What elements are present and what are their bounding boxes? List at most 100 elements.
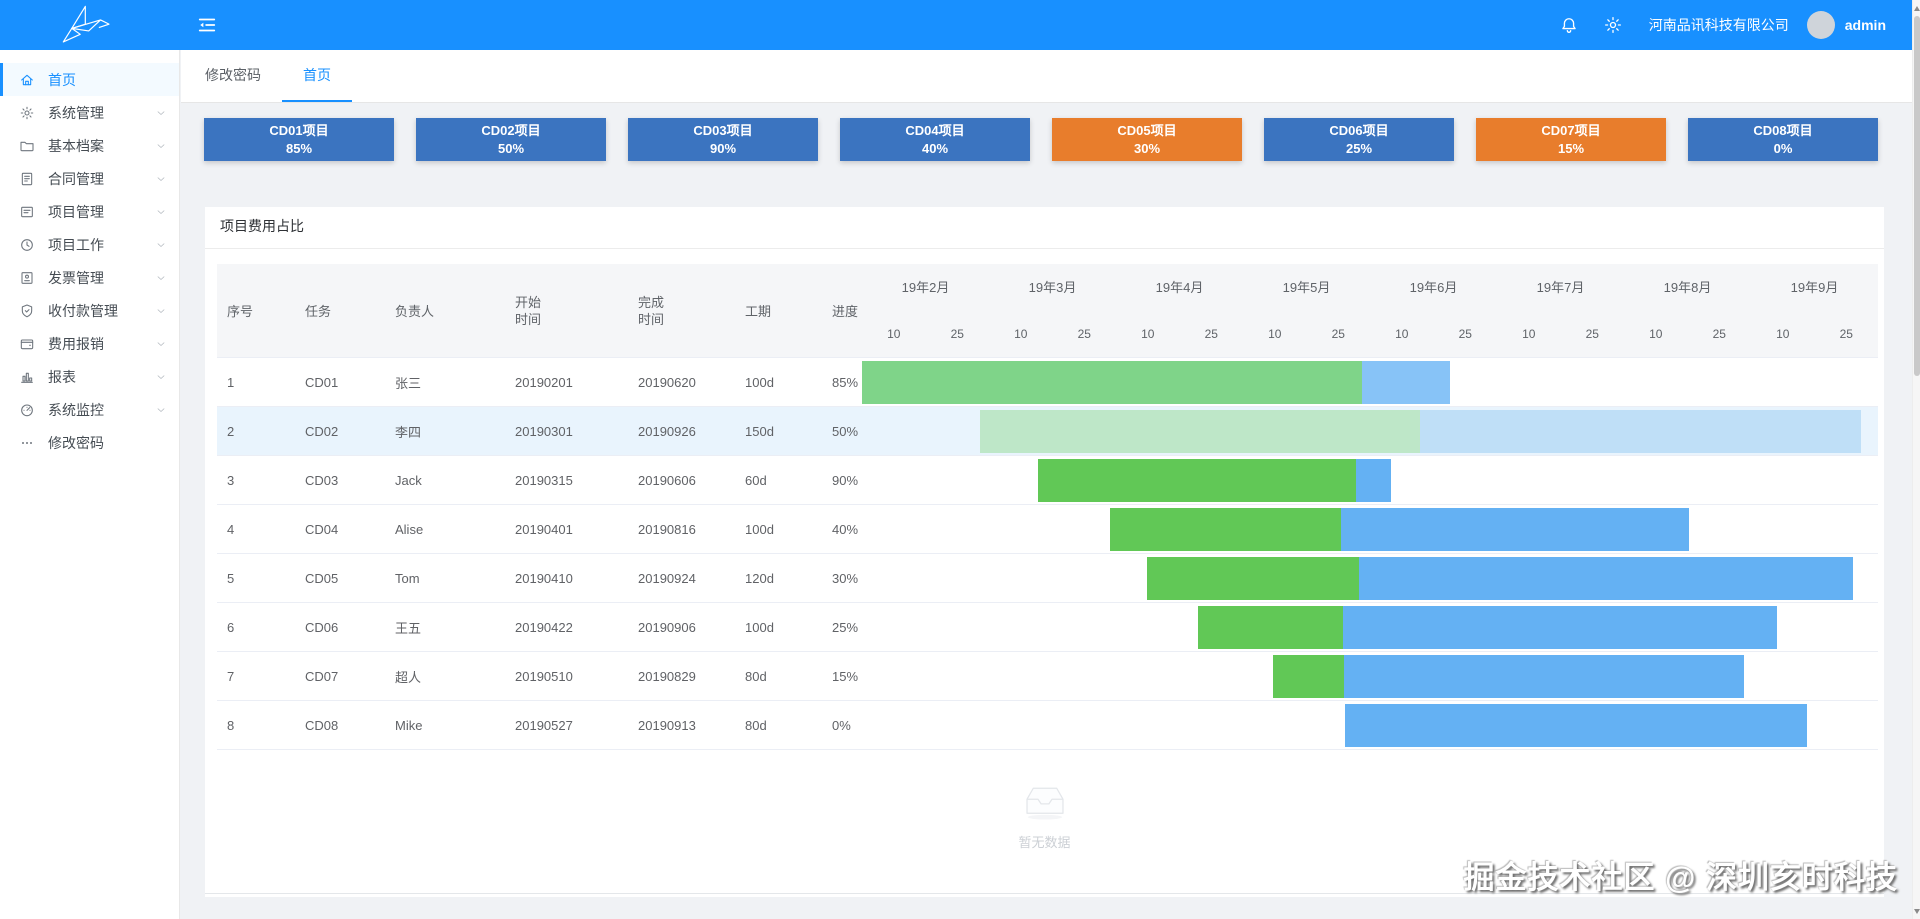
cell-start: 20190510 [515, 669, 573, 684]
gantt-bar [862, 361, 1450, 404]
card-title: CD05项目 [1117, 122, 1177, 138]
column-header-4: 开始 时间 [515, 295, 542, 327]
sidebar-item-system-monitor[interactable]: 系统监控 [0, 393, 179, 426]
scroll-down-arrow[interactable] [1913, 903, 1920, 919]
cell-progress: 40% [832, 522, 859, 537]
cell-duration: 80d [745, 669, 767, 684]
sidebar-item-home[interactable]: 首页 [0, 63, 179, 96]
vertical-scrollbar[interactable] [1912, 0, 1920, 919]
cell-duration: 100d [745, 620, 774, 635]
project-icon [19, 204, 35, 220]
home-icon [19, 72, 35, 88]
scroll-thumb[interactable] [1914, 16, 1920, 376]
company-name: 河南品讯科技有限公司 [1648, 17, 1789, 33]
table-row[interactable]: 3 CD03 Jack 20190315 20190606 60d 90% [217, 456, 1878, 505]
gear-icon[interactable] [1603, 15, 1623, 35]
sidebar-item-system-mgmt[interactable]: 系统管理 [0, 96, 179, 129]
sidebar-item-project-mgmt[interactable]: 项目管理 [0, 195, 179, 228]
project-card-cd04[interactable]: CD04项目 40% [840, 118, 1030, 161]
chart-icon [19, 369, 35, 385]
monitor-icon [19, 402, 35, 418]
sidebar-item-label: 系统监控 [48, 401, 104, 418]
sidebar-item-label: 发票管理 [48, 269, 104, 286]
panel-divider [205, 248, 1884, 249]
timeline-tick: 10 [1522, 327, 1536, 341]
cell-no: 2 [227, 424, 235, 439]
chevron-down-icon [155, 337, 167, 349]
sidebar-collapse-icon[interactable] [196, 14, 218, 36]
project-card-cd02[interactable]: CD02项目 50% [416, 118, 606, 161]
sidebar-item-change-password[interactable]: 修改密码 [0, 426, 179, 459]
sidebar-item-expense[interactable]: 费用报销 [0, 327, 179, 360]
username[interactable]: admin [1844, 17, 1886, 33]
sidebar-item-label: 项目工作 [48, 236, 104, 253]
gantt-bar [1109, 508, 1690, 551]
table-row[interactable]: 5 CD05 Tom 20190410 20190924 120d 30% [217, 554, 1878, 603]
cell-finish: 20190924 [638, 571, 696, 586]
project-card-cd08[interactable]: CD08项目 0% [1688, 118, 1878, 161]
timeline-tick: 25 [1712, 327, 1726, 341]
cell-no: 8 [227, 718, 235, 733]
project-card-cd03[interactable]: CD03项目 90% [628, 118, 818, 161]
sidebar-item-base-archives[interactable]: 基本档案 [0, 129, 179, 162]
timeline-tick: 25 [1331, 327, 1345, 341]
table-row[interactable]: 8 CD08 Mike 20190527 20190913 80d 0% [217, 701, 1878, 750]
cell-finish: 20190906 [638, 620, 696, 635]
sidebar-item-project-work[interactable]: 项目工作 [0, 228, 179, 261]
cell-owner: 超人 [395, 670, 422, 685]
gantt-bar-done [1109, 508, 1342, 551]
app-logo-bird-icon [54, 3, 120, 47]
top-navbar: 河南品讯科技有限公司 admin [0, 0, 1920, 50]
cell-task: CD06 [305, 620, 339, 635]
table-row[interactable]: 1 CD01 张三 20190201 20190620 100d 85% [217, 358, 1878, 407]
tab-home[interactable]: 首页 [282, 50, 352, 102]
timeline-tick: 25 [1077, 327, 1091, 341]
sidebar-item-invoice-mgmt[interactable]: 发票管理 [0, 261, 179, 294]
cell-owner: Tom [395, 571, 420, 586]
cell-progress: 0% [832, 718, 851, 733]
watermark-text: 掘金技术社区 @ 深圳亥时科技 [1463, 860, 1898, 895]
cell-progress: 25% [832, 620, 859, 635]
cell-no: 7 [227, 669, 235, 684]
sidebar: 首页系统管理 基本档案合同管理项目管理项目工作发票管理收付款管理费用报销 报表系统监… [0, 50, 180, 919]
card-title: CD02项目 [481, 122, 541, 138]
cell-duration: 60d [745, 473, 767, 488]
empty-text: 暂无数据 [1018, 835, 1071, 850]
user-avatar[interactable] [1806, 11, 1835, 39]
project-card-cd07[interactable]: CD07项目 15% [1476, 118, 1666, 161]
table-row[interactable]: 2 CD02 李四 20190301 20190926 150d 50% [217, 407, 1878, 456]
project-card-cd05[interactable]: CD05项目 30% [1052, 118, 1242, 161]
cell-finish: 20190926 [638, 424, 696, 439]
table-row[interactable]: 6 CD06 王五 20190422 20190906 100d 25% [217, 603, 1878, 652]
sidebar-item-label: 合同管理 [48, 170, 104, 187]
sidebar-item-payment-mgmt[interactable]: 收付款管理 [0, 294, 179, 327]
sidebar-item-contract-mgmt[interactable]: 合同管理 [0, 162, 179, 195]
timeline-month: 19年8月 [1663, 280, 1712, 295]
column-header-1: 序号 [227, 303, 254, 319]
sidebar-item-label: 收付款管理 [48, 302, 118, 319]
project-card-cd01[interactable]: CD01项目 85% [204, 118, 394, 161]
bell-icon[interactable] [1559, 15, 1579, 35]
project-card-cd06[interactable]: CD06项目 25% [1264, 118, 1454, 161]
tab-change-password[interactable]: 修改密码 [205, 67, 261, 83]
gantt-bar-remaining [1420, 410, 1862, 453]
gantt-bar-done [1147, 557, 1360, 600]
sidebar-item-reports[interactable]: 报表 [0, 360, 179, 393]
gantt-bar [979, 410, 1862, 453]
timeline-tick: 10 [1268, 327, 1282, 341]
cell-finish: 20190829 [638, 669, 696, 684]
table-row[interactable]: 7 CD07 超人 20190510 20190829 80d 15% [217, 652, 1878, 701]
timeline-tick: 25 [1458, 327, 1472, 341]
scroll-up-arrow[interactable] [1913, 0, 1920, 16]
clock-icon [19, 237, 35, 253]
cell-duration: 120d [745, 571, 774, 586]
gantt-bar [1197, 606, 1778, 649]
sidebar-item-label: 首页 [48, 71, 76, 88]
gear-icon [19, 105, 35, 121]
shield-icon [19, 303, 35, 319]
cell-duration: 80d [745, 718, 767, 733]
table-row[interactable]: 4 CD04 Alise 20190401 20190816 100d 40% [217, 505, 1878, 554]
cell-progress: 50% [832, 424, 859, 439]
cell-progress: 30% [832, 571, 859, 586]
